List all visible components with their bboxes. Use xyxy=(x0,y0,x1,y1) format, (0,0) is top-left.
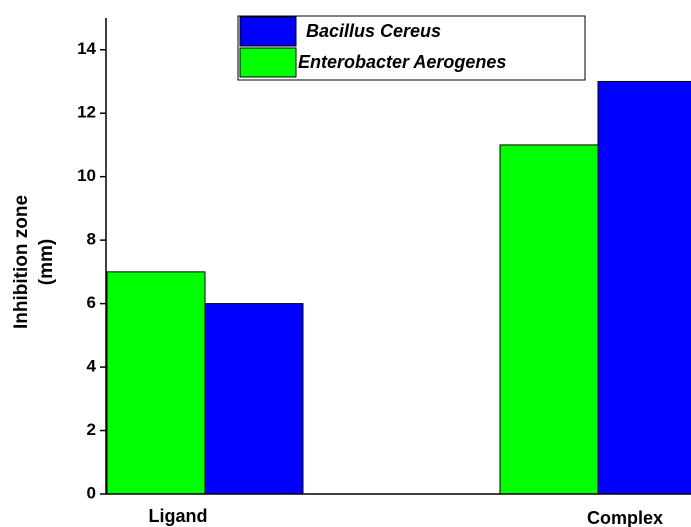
bar xyxy=(597,80,691,495)
y-tick-label: 4 xyxy=(87,357,97,376)
y-axis-label: Inhibition zone xyxy=(11,195,32,329)
legend-label: Enterobacter Aerogenes xyxy=(298,52,506,72)
y-tick-label: 14 xyxy=(77,39,96,58)
y-tick-label: 12 xyxy=(77,103,96,122)
x-tick-label: Complex xyxy=(587,508,663,527)
y-tick-label: 8 xyxy=(87,230,96,249)
bar xyxy=(499,144,599,495)
y-tick-label: 6 xyxy=(87,293,96,312)
y-tick-label: 10 xyxy=(77,166,96,185)
legend-label: Bacillus Cereus xyxy=(306,21,441,41)
bar xyxy=(204,303,304,495)
y-tick-label: 2 xyxy=(87,420,96,439)
legend-swatch xyxy=(239,16,297,47)
x-tick-label: Ligand xyxy=(149,506,208,526)
legend-swatch xyxy=(239,47,297,78)
bar xyxy=(106,271,206,495)
y-axis-label: (mm) xyxy=(36,239,57,285)
y-tick-label: 0 xyxy=(87,483,96,502)
